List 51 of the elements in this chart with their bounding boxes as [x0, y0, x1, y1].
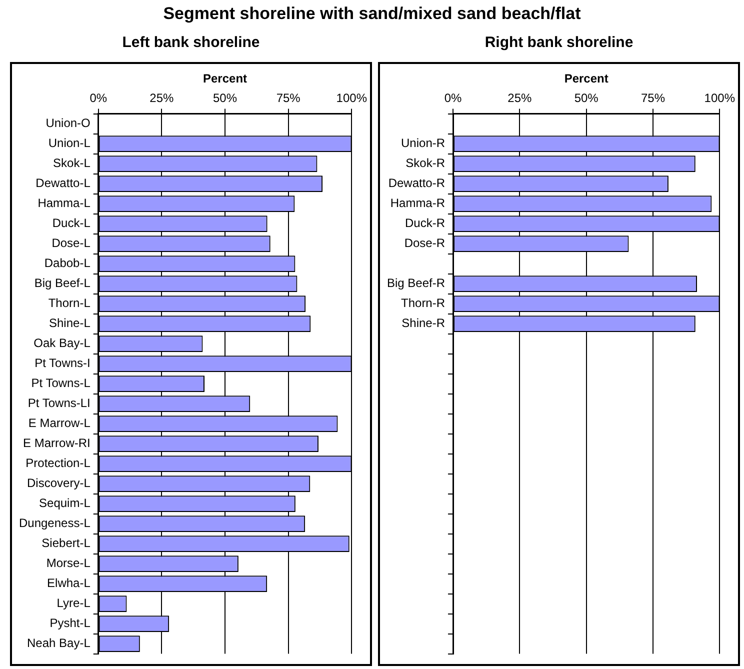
x-tick-label: 75%: [276, 90, 301, 105]
y-tick-label: Skok-R: [406, 156, 446, 170]
y-tick-label: Dewatto-L: [36, 176, 91, 190]
y-tick-label: Siebert-L: [42, 536, 91, 550]
y-tick-label: Dewatto-R: [388, 176, 446, 190]
y-tick-label: Lyre-L: [56, 596, 91, 610]
x-axis-title: Percent: [203, 72, 248, 86]
chart-title: Segment shoreline with sand/mixed sand beach/flat: [162, 4, 582, 24]
x-tick-label: 75%: [640, 90, 666, 105]
y-tick-label: Dose-L: [52, 236, 91, 250]
y-tick-label: Dungeness-L: [18, 516, 91, 530]
y-tick-label: Oak Bay-L: [34, 336, 91, 350]
x-tick-label: 25%: [508, 90, 532, 105]
y-tick-label: Elwha-L: [47, 576, 91, 590]
y-tick-label: Big Beef-R: [386, 276, 446, 290]
y-tick-label: Thorn-L: [48, 296, 91, 310]
x-tick-label: 50%: [213, 90, 238, 105]
y-tick-label: Shine-L: [49, 316, 91, 330]
y-tick-label: Duck-L: [52, 216, 91, 230]
chart-subtitle: Left bank shoreline: [121, 34, 261, 51]
y-tick-label: Hamma-L: [38, 196, 91, 210]
y-tick-label: Pysht-L: [50, 616, 91, 630]
x-tick-label: 0%: [90, 90, 108, 105]
y-tick-label: Dabob-L: [44, 256, 91, 270]
y-tick-label: Pt Towns-LI: [28, 396, 90, 410]
y-tick-label: Union-L: [48, 136, 91, 150]
y-tick-label: Sequim-L: [39, 496, 91, 510]
x-axis-title: Percent: [564, 72, 608, 86]
y-tick-label: Pt Towns-L: [31, 376, 91, 390]
y-tick-label: Skok-L: [53, 156, 91, 170]
y-tick-label: Protection-L: [26, 456, 91, 470]
y-tick-label: Dose-R: [404, 236, 446, 250]
y-tick-label: E Marrow-RI: [23, 436, 90, 450]
x-tick-label: 25%: [150, 90, 174, 105]
x-tick-label: 100%: [336, 90, 368, 105]
y-tick-label: Union-O: [46, 116, 90, 130]
y-tick-label: Pt Towns-I: [34, 356, 90, 370]
y-tick-label: Shine-R: [402, 316, 446, 330]
x-tick-label: 0%: [444, 90, 462, 105]
x-tick-label: 50%: [574, 90, 599, 105]
x-tick-label: 100%: [704, 90, 736, 105]
y-tick-label: Discovery-L: [27, 476, 91, 490]
y-tick-label: E Marrow-L: [28, 416, 91, 430]
chart-subtitle: Right bank shoreline: [484, 34, 634, 51]
y-tick-label: Neah Bay-L: [27, 636, 91, 650]
y-tick-label: Union-R: [401, 136, 446, 150]
y-tick-label: Morse-L: [46, 556, 91, 570]
y-tick-label: Thorn-R: [401, 296, 446, 310]
y-tick-label: Hamma-R: [390, 196, 446, 210]
y-tick-label: Big Beef-L: [34, 276, 91, 290]
y-tick-label: Duck-R: [405, 216, 446, 230]
